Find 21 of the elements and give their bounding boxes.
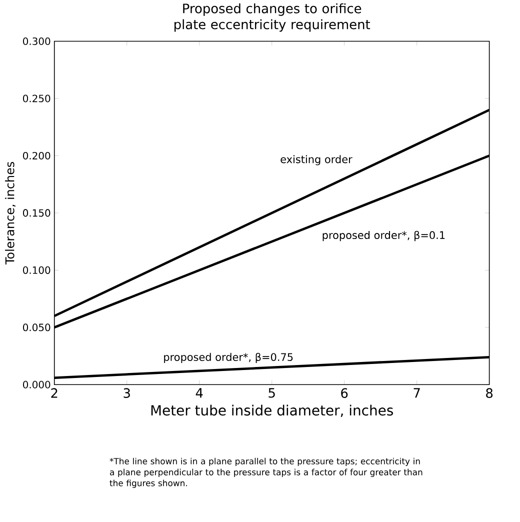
x-tick-label: 7 [414, 388, 420, 398]
y-tick-label: 0.250 [23, 94, 50, 102]
chart-title: Proposed changes to orifice plate eccentricity requirement [174, 3, 370, 32]
y-tick-label: 0.150 [23, 209, 50, 217]
y-tick-label: 0.100 [23, 266, 50, 274]
y-tick-label: 0.000 [23, 380, 50, 388]
x-tick-label: 5 [268, 388, 276, 398]
text: *The line shown is in a plane parallel to the pressure taps; eccentricity in a plane perpendicular to the pressure taps is a factor of four greater than the figures shown. [110, 458, 422, 488]
x-axis-title: Meter tube inside diameter, inches [152, 404, 394, 417]
x-tick-label: 8 [486, 388, 493, 398]
series-label: proposed order*, β=0.75 [164, 352, 293, 364]
x-tick-label: 4 [196, 388, 203, 398]
series-label: proposed order*, β=0.1 [323, 230, 445, 242]
y-tick-label: 0.200 [23, 152, 50, 160]
series-label: existing order [280, 155, 353, 166]
y-axis-title: Tolerance, inches [5, 162, 16, 265]
x-tick-label: 2 [51, 388, 58, 398]
x-tick-label: 6 [341, 388, 348, 398]
y-tick-label: 0.300 [23, 37, 50, 46]
y-tick-label: 0.050 [23, 324, 50, 332]
x-tick-label: 3 [124, 388, 130, 398]
